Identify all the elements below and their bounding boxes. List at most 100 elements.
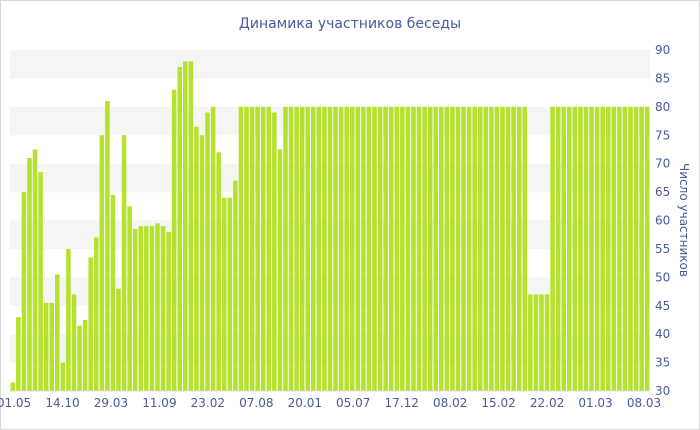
bar[interactable] bbox=[60, 362, 66, 391]
bar[interactable] bbox=[27, 157, 32, 391]
bar[interactable] bbox=[433, 106, 439, 391]
bar[interactable] bbox=[233, 180, 238, 391]
bar[interactable] bbox=[283, 106, 288, 391]
bar[interactable] bbox=[528, 294, 533, 391]
bar[interactable] bbox=[450, 106, 455, 391]
bar[interactable] bbox=[550, 106, 555, 391]
bar[interactable] bbox=[483, 106, 489, 391]
bar[interactable] bbox=[472, 106, 477, 391]
bar[interactable] bbox=[605, 106, 611, 391]
bar[interactable] bbox=[500, 106, 505, 391]
bar[interactable] bbox=[338, 106, 344, 391]
bar[interactable] bbox=[105, 101, 110, 392]
bar[interactable] bbox=[10, 382, 16, 391]
bar[interactable] bbox=[55, 274, 60, 391]
bar[interactable] bbox=[494, 106, 500, 391]
bar[interactable] bbox=[622, 106, 628, 391]
bar[interactable] bbox=[455, 106, 461, 391]
bar[interactable] bbox=[439, 106, 444, 391]
bar[interactable] bbox=[400, 106, 405, 391]
bar[interactable] bbox=[132, 229, 138, 391]
bar[interactable] bbox=[583, 106, 589, 391]
bar[interactable] bbox=[316, 106, 322, 391]
bar[interactable] bbox=[628, 106, 633, 391]
bar[interactable] bbox=[227, 197, 233, 391]
bar[interactable] bbox=[444, 106, 450, 391]
bar[interactable] bbox=[589, 106, 594, 391]
bar[interactable] bbox=[194, 126, 199, 391]
bar[interactable] bbox=[366, 106, 372, 391]
bar[interactable] bbox=[644, 106, 650, 391]
bar[interactable] bbox=[639, 106, 644, 391]
bar[interactable] bbox=[344, 106, 349, 391]
bar[interactable] bbox=[277, 149, 283, 391]
bar[interactable] bbox=[361, 106, 366, 391]
bar[interactable] bbox=[555, 106, 561, 391]
bar[interactable] bbox=[594, 106, 600, 391]
bar[interactable] bbox=[617, 106, 622, 391]
bar[interactable] bbox=[82, 319, 88, 391]
bar[interactable] bbox=[188, 61, 194, 392]
bar[interactable] bbox=[633, 106, 639, 391]
bar[interactable] bbox=[160, 226, 166, 391]
bar[interactable] bbox=[116, 288, 121, 391]
bar[interactable] bbox=[272, 112, 277, 392]
bar[interactable] bbox=[166, 231, 171, 391]
bar[interactable] bbox=[377, 106, 383, 391]
bar[interactable] bbox=[516, 106, 522, 391]
bar[interactable] bbox=[288, 106, 294, 391]
bar[interactable] bbox=[210, 106, 216, 391]
bar[interactable] bbox=[466, 106, 472, 391]
bar[interactable] bbox=[221, 197, 227, 391]
bar[interactable] bbox=[477, 106, 483, 391]
bar[interactable] bbox=[71, 294, 77, 391]
bar[interactable] bbox=[255, 106, 260, 391]
bar[interactable] bbox=[88, 257, 93, 391]
bar[interactable] bbox=[244, 106, 249, 391]
bar[interactable] bbox=[405, 106, 411, 391]
bar[interactable] bbox=[567, 106, 572, 391]
bar[interactable] bbox=[327, 106, 333, 391]
bar[interactable] bbox=[294, 106, 299, 391]
bar[interactable] bbox=[383, 106, 388, 391]
bar[interactable] bbox=[216, 152, 221, 391]
bar[interactable] bbox=[388, 106, 394, 391]
bar[interactable] bbox=[355, 106, 361, 391]
bar[interactable] bbox=[249, 106, 255, 391]
bar[interactable] bbox=[171, 89, 177, 391]
bar[interactable] bbox=[121, 135, 127, 391]
bar[interactable] bbox=[489, 106, 494, 391]
bar[interactable] bbox=[21, 192, 27, 391]
bar[interactable] bbox=[600, 106, 605, 391]
bar[interactable] bbox=[260, 106, 266, 391]
bar[interactable] bbox=[66, 248, 71, 391]
bar[interactable] bbox=[372, 106, 377, 391]
bar[interactable] bbox=[333, 106, 338, 391]
bar[interactable] bbox=[611, 106, 617, 391]
bar[interactable] bbox=[461, 106, 466, 391]
bar[interactable] bbox=[43, 302, 49, 391]
bar[interactable] bbox=[38, 172, 43, 391]
bar[interactable] bbox=[155, 223, 160, 391]
bar[interactable] bbox=[16, 317, 21, 391]
bar[interactable] bbox=[93, 237, 99, 391]
bar[interactable] bbox=[110, 194, 116, 391]
bar[interactable] bbox=[533, 294, 539, 391]
bar[interactable] bbox=[77, 325, 82, 391]
bar[interactable] bbox=[349, 106, 355, 391]
bar[interactable] bbox=[177, 67, 183, 392]
bar[interactable] bbox=[305, 106, 311, 391]
bar[interactable] bbox=[266, 106, 272, 391]
bar[interactable] bbox=[144, 226, 149, 391]
bar[interactable] bbox=[416, 106, 422, 391]
bar[interactable] bbox=[572, 106, 578, 391]
bar[interactable] bbox=[394, 106, 400, 391]
bar[interactable] bbox=[422, 106, 427, 391]
bar[interactable] bbox=[427, 106, 433, 391]
bar[interactable] bbox=[183, 61, 188, 392]
bar[interactable] bbox=[522, 106, 528, 391]
bar[interactable] bbox=[505, 106, 511, 391]
bar[interactable] bbox=[238, 106, 244, 391]
bar[interactable] bbox=[578, 106, 583, 391]
bar[interactable] bbox=[411, 106, 416, 391]
